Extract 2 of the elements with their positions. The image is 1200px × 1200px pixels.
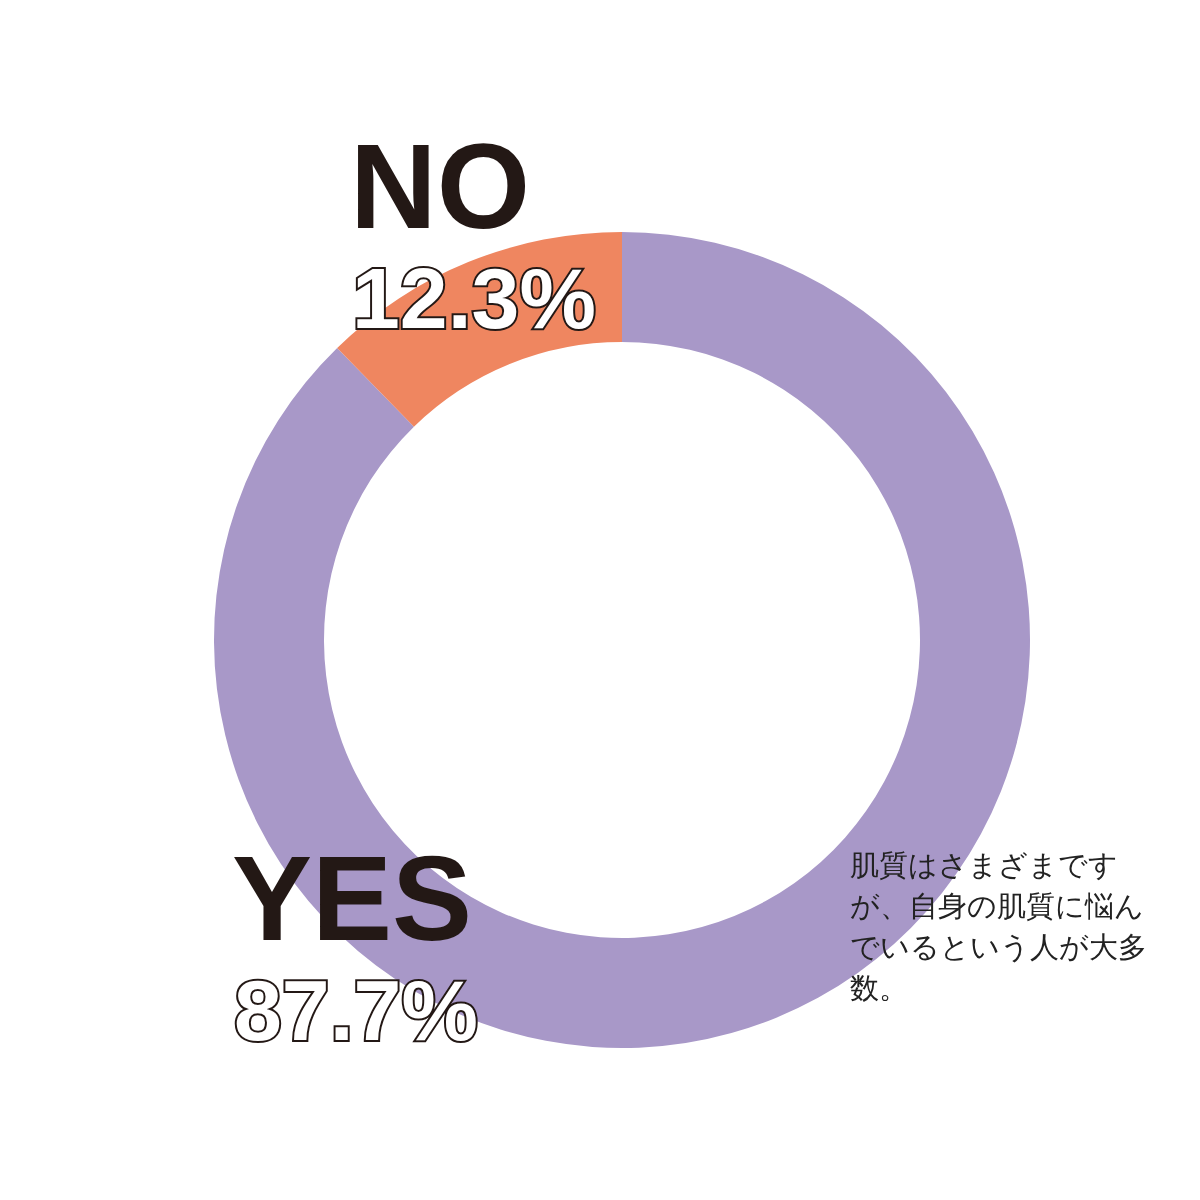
data-label: 87.7% [234,962,478,1058]
slice-label: NO [350,119,530,253]
